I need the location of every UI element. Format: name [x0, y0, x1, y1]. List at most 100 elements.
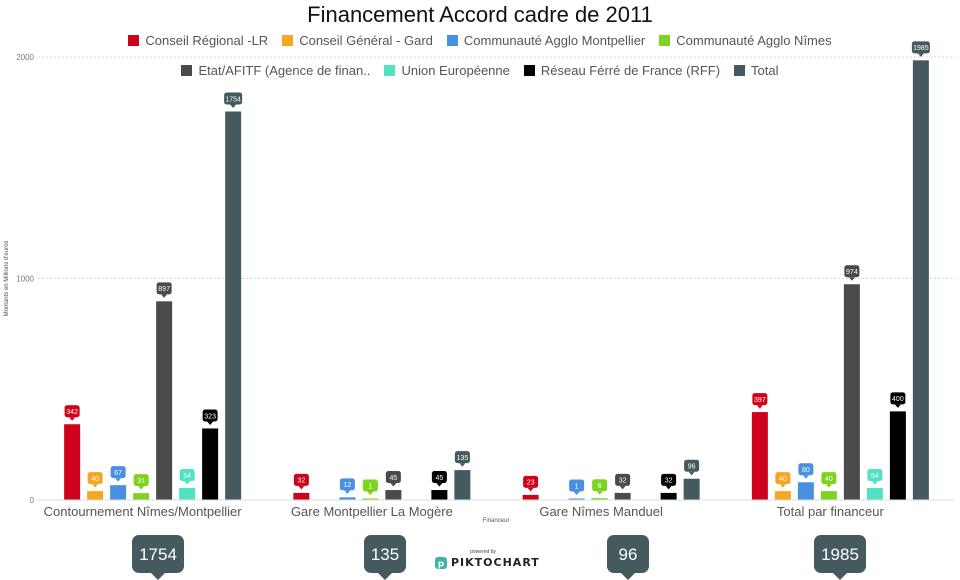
total-callout-value: 1754: [139, 545, 177, 564]
legend-row: Conseil Régional -LR Conseil Général - Ga…: [0, 33, 960, 48]
data-label: 32: [665, 478, 673, 485]
data-label: 1754: [225, 96, 241, 103]
data-label-bubble: [844, 265, 860, 278]
data-label-bubble: [339, 478, 355, 491]
legend-swatch: [734, 65, 746, 76]
data-label-bubble: [454, 451, 470, 464]
bar[interactable]: [454, 470, 471, 500]
legend-swatch: [446, 35, 458, 46]
data-label: 323: [204, 413, 216, 420]
data-label-pointer: [390, 483, 397, 487]
data-label-bubble: [110, 466, 126, 479]
data-label: 23: [527, 480, 535, 487]
data-label-pointer: [596, 491, 603, 495]
legend-item[interactable]: Total: [734, 63, 779, 78]
legend-swatch: [282, 35, 294, 46]
bar[interactable]: [591, 498, 608, 500]
legend-label: Conseil Régional -LR: [145, 33, 269, 48]
data-label: 54: [183, 473, 191, 480]
data-label: 32: [619, 478, 627, 485]
y-tick-label: 2000: [16, 53, 34, 62]
data-label-bubble: [293, 473, 309, 486]
bar[interactable]: [522, 494, 539, 500]
legend-label: Communauté Agglo Nîmes: [676, 33, 832, 48]
data-label-bubble: [911, 41, 930, 54]
bar[interactable]: [64, 424, 81, 500]
bar[interactable]: [385, 490, 402, 500]
data-label: 8: [598, 483, 602, 490]
bar[interactable]: [774, 491, 791, 500]
data-label-pointer: [459, 463, 466, 467]
legend-swatch: [128, 35, 140, 46]
bar[interactable]: [202, 428, 219, 500]
data-label-bubble: [133, 474, 149, 487]
data-label-bubble: [156, 282, 172, 295]
x-axis-label: Financeur: [483, 518, 510, 524]
bar[interactable]: [133, 493, 150, 500]
data-label-bubble: [431, 471, 447, 484]
bar[interactable]: [110, 485, 127, 500]
data-label-pointer: [115, 478, 122, 482]
data-label: 40: [91, 476, 99, 483]
bar[interactable]: [683, 478, 700, 500]
powered-by-label: powered by: [470, 549, 496, 555]
total-callout-value: 1985: [821, 545, 859, 564]
data-label-pointer: [367, 491, 374, 495]
data-label: 32: [297, 478, 305, 485]
total-callout-value: 135: [371, 545, 399, 564]
data-label-pointer: [527, 487, 534, 492]
legend-label: Union Européenne: [401, 63, 510, 78]
data-label-bubble: [64, 405, 80, 418]
data-label-bubble: [821, 472, 837, 485]
bar[interactable]: [797, 482, 814, 500]
data-label: 897: [158, 286, 170, 293]
bar[interactable]: [912, 60, 929, 500]
data-label-pointer: [573, 491, 580, 495]
bar[interactable]: [339, 497, 356, 500]
bar[interactable]: [156, 301, 173, 500]
bar[interactable]: [889, 411, 906, 500]
bar[interactable]: [751, 412, 768, 500]
data-label: 45: [435, 475, 443, 482]
bar[interactable]: [660, 492, 677, 500]
bar[interactable]: [843, 284, 860, 500]
svg-text:p: p: [438, 559, 445, 569]
bar[interactable]: [614, 492, 631, 500]
legend-item[interactable]: Communauté Agglo Nîmes: [659, 33, 832, 48]
data-label-bubble: [798, 463, 814, 476]
legend-label: Etat/AFITF (Agence de finan..: [198, 63, 371, 78]
data-label-bubble: [87, 472, 103, 485]
bar[interactable]: [568, 498, 585, 501]
legend-item[interactable]: Etat/AFITF (Agence de finan..: [181, 63, 370, 78]
bar[interactable]: [362, 498, 379, 501]
data-label: 342: [66, 409, 78, 416]
data-label-pointer: [802, 475, 809, 479]
legend-item[interactable]: Communauté Agglo Montpellier: [446, 33, 645, 48]
bar[interactable]: [225, 111, 242, 500]
legend-row: Etat/AFITF (Agence de finan.. Union Europ…: [0, 63, 960, 78]
legend-item[interactable]: Conseil Régional -LR: [128, 33, 268, 48]
bar[interactable]: [293, 492, 310, 500]
data-label: 400: [892, 396, 904, 403]
legend-item[interactable]: Réseau Férré de France (RFF): [523, 63, 721, 78]
total-callout: [814, 535, 866, 573]
data-label-bubble: [224, 92, 243, 105]
bar[interactable]: [820, 491, 837, 500]
data-label: 31: [137, 478, 145, 485]
bar[interactable]: [431, 490, 448, 500]
data-label-pointer: [688, 471, 695, 476]
data-label-pointer: [871, 481, 878, 485]
bar[interactable]: [87, 491, 104, 500]
data-label: 1: [368, 483, 372, 490]
legend-item[interactable]: Conseil Général - Gard: [282, 33, 433, 48]
bar[interactable]: [866, 488, 883, 500]
data-label: 54: [871, 473, 879, 480]
data-label-pointer: [344, 490, 351, 494]
data-label-pointer: [298, 485, 305, 490]
data-label-bubble: [362, 479, 378, 492]
data-label-bubble: [202, 409, 218, 422]
legend-swatch: [181, 65, 193, 76]
legend-label: Réseau Férré de France (RFF): [540, 63, 721, 78]
legend-item[interactable]: Union Européenne: [384, 63, 510, 78]
bar[interactable]: [179, 488, 196, 500]
